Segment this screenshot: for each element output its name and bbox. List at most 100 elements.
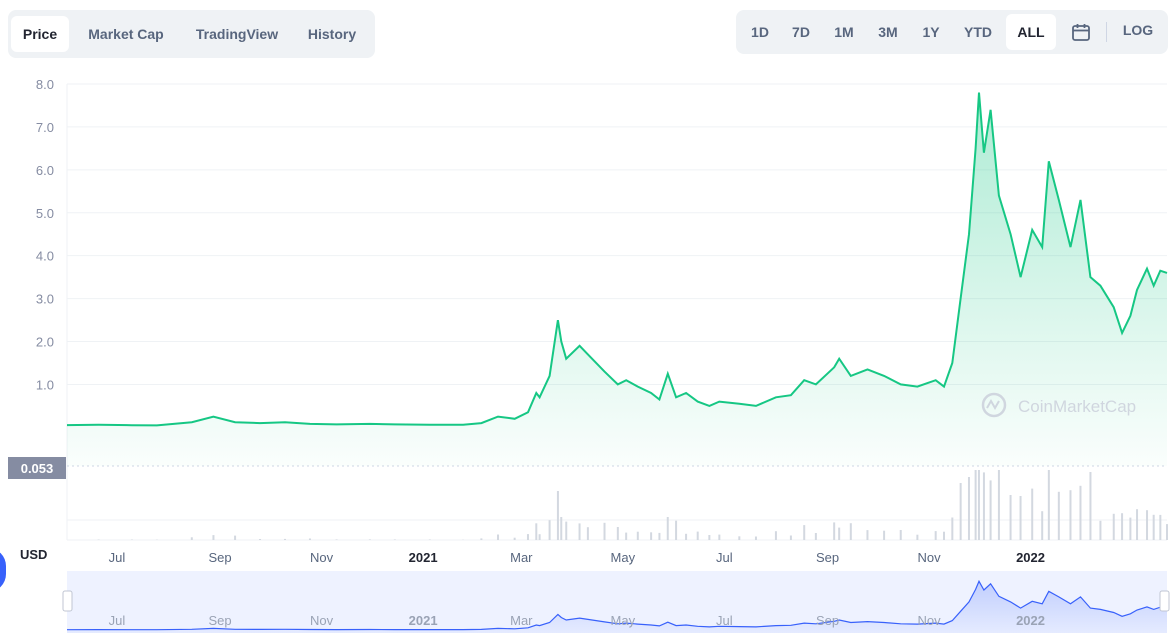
volume-bar: [997, 470, 1000, 540]
x-tick-label: Sep: [209, 550, 232, 565]
volume-bar: [977, 470, 980, 540]
range-7d-button[interactable]: 7D: [792, 24, 810, 40]
volume-bar: [951, 517, 954, 540]
volume-bar: [1129, 517, 1132, 540]
avatar: [0, 548, 6, 592]
volume-bar: [284, 538, 287, 540]
y-tick-label: 7.0: [36, 120, 54, 135]
volume-bar: [789, 535, 792, 540]
volume-bar: [666, 517, 669, 540]
navigator-tick-label: Nov: [917, 613, 941, 628]
volume-bar: [658, 532, 661, 540]
volume-bar: [696, 531, 699, 540]
navigator-tick-label: May: [611, 613, 636, 628]
range-navigator[interactable]: Jul Sep Nov 2021 Mar May Jul Sep Nov 2022: [62, 571, 1170, 633]
volume-bar: [650, 532, 653, 540]
navigator-tick-label: Nov: [310, 613, 334, 628]
volume-bar: [535, 523, 538, 540]
range-1d-button[interactable]: 1D: [751, 24, 769, 40]
tab-tradingview[interactable]: TradingView: [195, 26, 279, 42]
volume-bar: [578, 523, 581, 540]
tab-market-cap[interactable]: Market Cap: [88, 26, 164, 42]
y-tick-label: 5.0: [36, 206, 54, 221]
log-scale-button[interactable]: LOG: [1122, 22, 1154, 38]
volume-bar: [974, 470, 977, 540]
volume-bar: [1009, 495, 1012, 540]
navigator-left-handle[interactable]: [62, 590, 73, 612]
y-tick-label: 1.0: [36, 377, 54, 392]
volume-bar: [625, 532, 628, 540]
volume-bar: [1057, 491, 1060, 540]
volume-bar: [708, 535, 711, 540]
volume-bar: [916, 534, 919, 540]
x-tick-label: 2021: [409, 550, 438, 565]
volume-bar: [943, 531, 946, 540]
volume-bar: [1152, 514, 1155, 540]
range-1y-button[interactable]: 1Y: [922, 24, 940, 40]
volume-bar: [565, 521, 568, 540]
volume-bar: [586, 527, 589, 540]
volume-bar: [556, 491, 559, 540]
volume-bar: [526, 534, 529, 540]
price-line: [66, 92, 1168, 427]
volume-bar: [1041, 511, 1044, 540]
y-tick-label: 2.0: [36, 335, 54, 350]
tab-price[interactable]: Price: [11, 16, 69, 52]
navigator-right-handle[interactable]: [1159, 590, 1170, 612]
range-1m-button[interactable]: 1M: [834, 24, 854, 40]
x-tick-label: 2022: [1016, 550, 1045, 565]
watermark: CoinMarketCap: [981, 392, 1136, 418]
volume-bar: [814, 533, 817, 540]
navigator-tick-label: Mar: [510, 613, 533, 628]
y-tick-label: 8.0: [36, 77, 54, 92]
volume-bar: [967, 477, 970, 540]
x-tick-label: Mar: [510, 550, 533, 565]
volume-bar: [883, 530, 886, 540]
range-all-button[interactable]: ALL: [1006, 14, 1056, 50]
volume-bar: [636, 531, 639, 540]
volume-bar: [774, 531, 777, 540]
volume-bar: [1069, 490, 1072, 540]
volume-bar: [259, 539, 262, 540]
svg-text:0.053: 0.053: [21, 461, 54, 476]
volume-bar: [368, 539, 371, 540]
x-tick-label: May: [611, 550, 636, 565]
y-tick-label: 4.0: [36, 249, 54, 264]
volume-bar: [803, 525, 806, 540]
volume-bar: [616, 527, 619, 540]
volume-bar: [393, 539, 396, 540]
tab-history[interactable]: History: [307, 26, 357, 42]
y-tick-label: 3.0: [36, 292, 54, 307]
navigator-tick-label: Jul: [716, 613, 733, 628]
volume-bar: [1047, 470, 1050, 540]
price-area: [67, 92, 1167, 466]
divider: [1106, 22, 1107, 42]
volume-bar: [849, 523, 852, 540]
volume-bar: [480, 538, 483, 540]
volume-bar: [1079, 485, 1082, 540]
volume-bar: [685, 533, 688, 540]
svg-text:CoinMarketCap: CoinMarketCap: [1018, 397, 1136, 416]
volume-bar: [190, 537, 193, 540]
navigator-tick-label: Sep: [816, 613, 839, 628]
volume-bar: [560, 517, 563, 540]
range-ytd-button[interactable]: YTD: [964, 24, 992, 40]
volume-bar: [934, 531, 937, 540]
calendar-icon[interactable]: [1064, 14, 1098, 50]
volume-bar: [428, 539, 431, 540]
volume-bar: [754, 536, 757, 540]
volume-bar: [1166, 524, 1168, 540]
navigator-tick-label: Jul: [109, 613, 126, 628]
y-tick-label: 6.0: [36, 163, 54, 178]
volume-bar: [1031, 488, 1034, 540]
x-tick-label: Sep: [816, 550, 839, 565]
start-price-label: 0.053: [8, 457, 66, 479]
volume-bar: [1146, 510, 1149, 540]
range-3m-button[interactable]: 3M: [878, 24, 898, 40]
volume-bar: [497, 534, 500, 540]
volume-bar: [675, 520, 678, 540]
x-tick-label: Nov: [310, 550, 334, 565]
volume-bar: [548, 520, 551, 540]
volume-bar: [1089, 472, 1092, 540]
